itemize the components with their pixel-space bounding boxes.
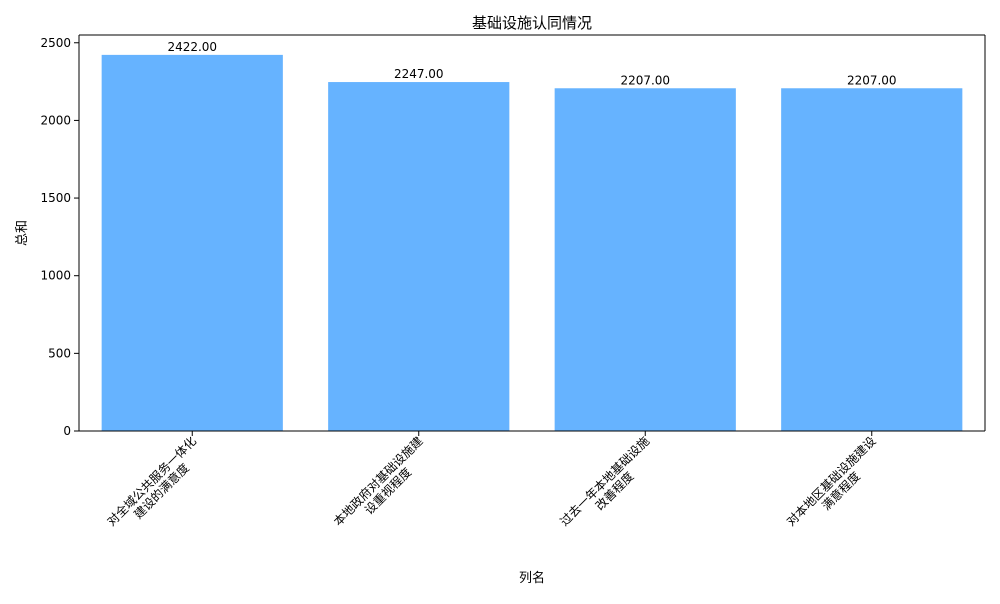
y-tick-label-1500: 1500 (40, 191, 71, 205)
x-tick-label-line-4-1: 对本地区基础设施建设 (784, 434, 879, 529)
bar-3 (554, 88, 736, 432)
y-tick-label-2500: 2500 (40, 36, 71, 50)
x-tick-label-3: 过去一年本地基础设施改善程度 (557, 434, 662, 539)
y-tick-label-0: 0 (63, 424, 71, 438)
x-axis-label: 列名 (519, 570, 545, 586)
data-label-2: 2247.00 (394, 67, 444, 81)
y-axis-label: 总和 (15, 220, 30, 246)
x-tick-label-1: 对全域公共服务一体化建设的满意度 (104, 433, 209, 538)
data-label-1: 2422.00 (167, 40, 217, 54)
bar-2 (328, 82, 510, 432)
bar-1 (101, 54, 283, 431)
y-tick-label-500: 500 (48, 346, 71, 360)
x-tick-label-line-1-1: 对全域公共服务一体化 (104, 433, 199, 528)
data-label-3: 2207.00 (620, 73, 670, 87)
x-tick-label-text-4: 对本地区基础设施建设满意程度 (784, 434, 889, 539)
y-tick-label-2000: 2000 (40, 113, 71, 127)
labels-layer: 2422.00 2247.00 2207.00 2207.00 (167, 40, 896, 87)
data-label-4: 2207.00 (847, 73, 897, 87)
x-tick-label-text-1: 对全域公共服务一体化建设的满意度 (104, 433, 209, 538)
chart-title: 基础设施认同情况 (472, 14, 592, 32)
x-tick-label-4: 对本地区基础设施建设满意程度 (784, 434, 889, 539)
x-tick-label-text-2: 本地政府对基础设施建设重视程度 (330, 433, 435, 538)
x-tick-label-line-2-1: 本地政府对基础设施建 (330, 433, 425, 528)
bars-layer (101, 54, 963, 432)
y-tick-label-1000: 1000 (40, 269, 71, 283)
x-tick-label-text-3: 过去一年本地基础设施改善程度 (557, 434, 662, 539)
bar-4 (781, 88, 963, 432)
x-tick-label-line-3-1: 过去一年本地基础设施 (557, 434, 652, 529)
x-tick-label-2: 本地政府对基础设施建设重视程度 (330, 433, 435, 538)
